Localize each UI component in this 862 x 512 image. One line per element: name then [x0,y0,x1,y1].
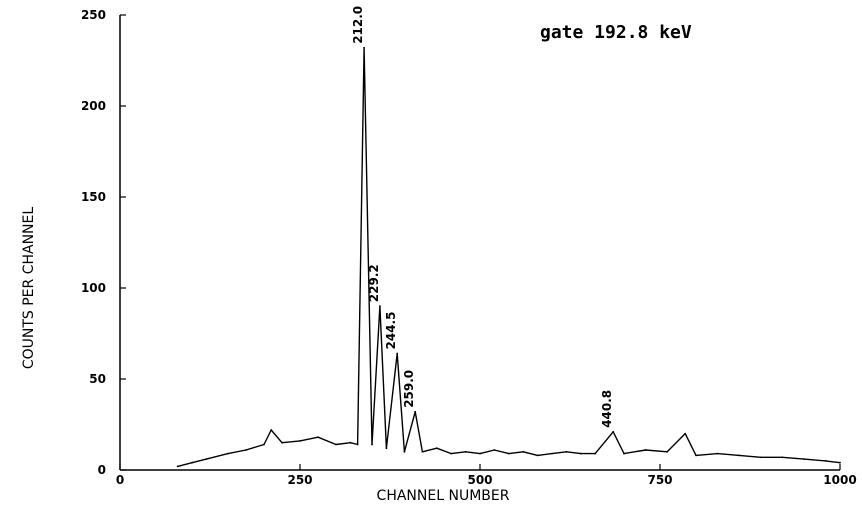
y-tick-label: 50 [89,372,106,386]
peak-label: 244.5 [384,312,398,350]
spectrum-data-point [684,432,687,435]
spectrum-data-point [666,450,669,453]
spectrum-data-point [695,454,697,457]
spectrum-data-point [479,452,481,455]
spectrum-data-point [781,456,784,459]
spectrum-data-point [263,443,265,446]
peak-label: 440.8 [600,390,614,428]
spectrum-data-point [421,450,424,453]
spectrum-data-point [281,441,283,444]
y-axis-title: COUNTS PER CHANNEL [21,207,37,370]
spectrum-data-point [270,429,273,431]
spectrum-data-point [245,449,247,451]
data-layer [176,46,841,468]
spectrum-data-point [522,450,525,453]
y-tick-label: 100 [81,281,106,295]
peak-label: 259.0 [402,370,416,408]
spectrum-data-point [612,430,615,433]
spectrum-data-point [536,454,539,457]
x-tick-label: 0 [116,473,124,487]
spectrum-data-point [356,443,359,446]
x-tick-label: 500 [467,473,492,487]
spectrum-data-point [299,440,301,442]
peak-label: 229.2 [367,264,381,302]
spectrum-data-point [349,441,352,444]
x-tick-label: 750 [647,473,672,487]
spectrum-data-point [493,449,496,451]
spectrum-data-point [335,443,337,446]
spectrum-data-point [716,452,719,455]
spectrum-data-point [464,450,467,453]
spectrum-data-point [803,458,805,460]
y-tick-label: 0 [98,463,106,477]
spectrum-data-point [507,452,510,455]
axes-layer: 0 50 100 150 200 250 0 250 500 750 1000 [81,8,857,487]
spectrum-data-point [551,452,553,455]
spectrum-data-point [759,456,762,459]
spectrum-data-point [205,458,208,460]
peak-label: 212.0 [351,6,365,44]
spectrum-data-point [435,447,438,450]
spectrum-series-line [177,47,841,468]
spectrum-data-point [385,447,388,450]
spectrum-data-point [623,452,625,455]
spectrum-data-point [738,454,741,457]
spectrum-data-point [176,465,179,468]
x-axis-title: CHANNEL NUMBER [377,488,510,504]
spectrum-data-point [414,410,417,413]
spectrum-data-point [317,436,319,439]
y-tick-label: 150 [81,190,106,204]
y-tick-label: 200 [81,99,106,113]
chart-title: gate 192.8 keV [540,22,692,43]
spectrum-data-point [396,352,399,355]
y-tick-label: 250 [81,8,106,22]
spectrum-data-point [450,452,453,455]
spectrum-data-point [824,460,827,462]
spectrum-data-point [594,452,597,455]
spectrum-data-point [379,305,381,308]
spectrum-data-point [227,452,229,455]
spectrum-data-point [579,452,582,455]
spectrum-data-point [565,450,568,453]
spectrum-data-point [371,443,373,446]
spectrum-data-point [403,450,406,453]
x-tick-label: 1000 [823,473,856,487]
spectrum-data-point [839,461,841,464]
x-tick-label: 250 [287,473,312,487]
spectrum-data-point [644,449,647,451]
spectrum-data-point [363,46,365,49]
spectrum-data-point [191,461,193,464]
